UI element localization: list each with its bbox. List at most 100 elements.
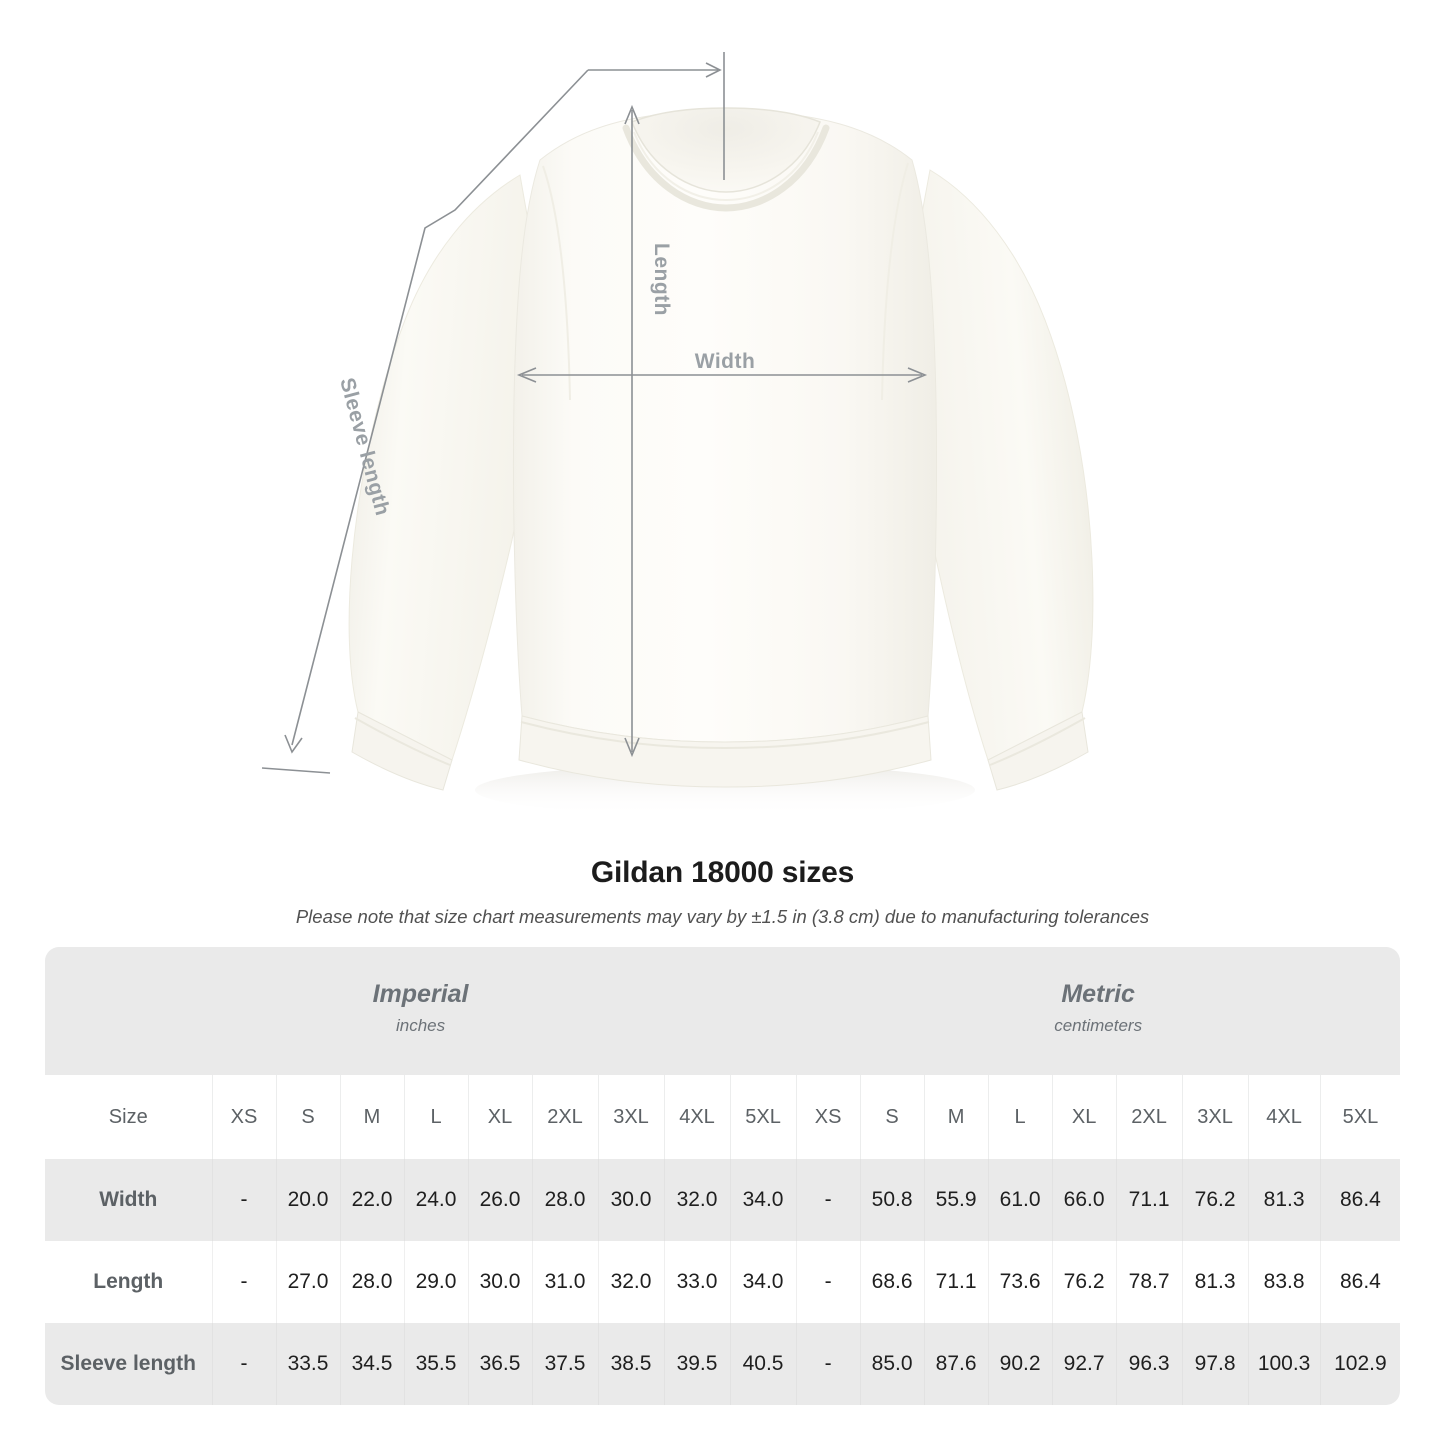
size-header-imperial-s: S bbox=[275, 1075, 340, 1159]
cell-length-imperial-3xl: 32.0 bbox=[597, 1241, 664, 1323]
unit-name-imperial: Imperial bbox=[372, 980, 469, 1009]
size-header-metric-5xl: 5XL bbox=[1319, 1075, 1401, 1159]
size-header-imperial-xs: XS bbox=[211, 1075, 276, 1159]
cell-length-imperial-l: 29.0 bbox=[403, 1241, 468, 1323]
cell-sleeve-metric-m: 87.6 bbox=[923, 1323, 989, 1405]
left-cuff-seam bbox=[354, 717, 451, 766]
title-block: Gildan 18000 sizes Please note that size… bbox=[0, 840, 1445, 928]
cell-width-imperial-l: 24.0 bbox=[403, 1159, 468, 1241]
size-chart-table-wrap: Imperial inches Metric centimeters Size … bbox=[45, 947, 1401, 1405]
size-header-imperial-3xl: 3XL bbox=[597, 1075, 664, 1159]
size-header-imperial-4xl: 4XL bbox=[663, 1075, 730, 1159]
length-arrowhead-bottom bbox=[624, 737, 640, 758]
size-header-metric-xs: XS bbox=[795, 1075, 861, 1159]
cell-sleeve-imperial-s: 33.5 bbox=[275, 1323, 340, 1405]
page-title: Gildan 18000 sizes bbox=[590, 856, 855, 889]
cell-length-imperial-s: 27.0 bbox=[275, 1241, 340, 1323]
table-row-sleeve-length: Sleeve length - 33.5 34.5 35.5 36.5 37.5… bbox=[45, 1323, 1401, 1405]
cell-width-imperial-s: 20.0 bbox=[275, 1159, 340, 1241]
cell-width-imperial-3xl: 30.0 bbox=[597, 1159, 664, 1241]
cell-length-imperial-xs: - bbox=[211, 1241, 276, 1323]
length-arrowhead-top bbox=[624, 104, 640, 125]
unit-sub-imperial: inches bbox=[395, 1016, 446, 1036]
length-label: Length bbox=[650, 243, 673, 316]
cell-sleeve-metric-4xl: 100.3 bbox=[1247, 1323, 1321, 1405]
width-label: Width bbox=[695, 350, 756, 373]
right-shoulder-seam bbox=[881, 162, 909, 401]
cell-width-metric-3xl: 76.2 bbox=[1181, 1159, 1249, 1241]
cell-width-metric-5xl: 86.4 bbox=[1319, 1159, 1401, 1241]
cell-width-imperial-m: 22.0 bbox=[339, 1159, 404, 1241]
cell-width-metric-4xl: 81.3 bbox=[1247, 1159, 1321, 1241]
sweatshirt-illustration: Length Width Sleeve length bbox=[261, 52, 1094, 816]
cell-length-metric-5xl: 86.4 bbox=[1319, 1241, 1401, 1323]
cell-sleeve-imperial-xs: - bbox=[211, 1323, 276, 1405]
cell-length-metric-2xl: 78.7 bbox=[1115, 1241, 1183, 1323]
size-header-metric-l: L bbox=[987, 1075, 1053, 1159]
sleeve-guide-line bbox=[291, 69, 589, 746]
cell-sleeve-imperial-xl: 36.5 bbox=[467, 1323, 532, 1405]
left-shoulder-seam bbox=[542, 165, 571, 401]
cell-length-metric-l: 73.6 bbox=[987, 1241, 1053, 1323]
size-header-metric-m: M bbox=[923, 1075, 989, 1159]
measurement-guides bbox=[261, 52, 928, 774]
cell-length-imperial-2xl: 31.0 bbox=[531, 1241, 598, 1323]
cell-length-metric-xs: - bbox=[795, 1241, 861, 1323]
cell-sleeve-imperial-5xl: 40.5 bbox=[729, 1323, 797, 1405]
tolerance-note: Please note that size chart measurements… bbox=[295, 906, 1150, 927]
unit-cell-imperial: Imperial inches bbox=[45, 947, 797, 1075]
row-label-length: Length bbox=[45, 1241, 212, 1323]
garment-diagram: Length Width Sleeve length bbox=[261, 52, 1094, 816]
size-header-imperial-l: L bbox=[403, 1075, 468, 1159]
size-header-metric-4xl: 4XL bbox=[1247, 1075, 1321, 1159]
cell-width-imperial-2xl: 28.0 bbox=[531, 1159, 598, 1241]
size-header-imperial-xl: XL bbox=[467, 1075, 532, 1159]
cell-width-metric-xl: 66.0 bbox=[1051, 1159, 1117, 1241]
cell-sleeve-imperial-3xl: 38.5 bbox=[597, 1323, 664, 1405]
unit-cell-metric: Metric centimeters bbox=[796, 947, 1401, 1075]
size-header-imperial-5xl: 5XL bbox=[729, 1075, 797, 1159]
cell-sleeve-metric-l: 90.2 bbox=[987, 1323, 1053, 1405]
unit-name-metric: Metric bbox=[1061, 980, 1135, 1009]
cell-sleeve-imperial-4xl: 39.5 bbox=[663, 1323, 730, 1405]
cell-sleeve-metric-xl: 92.7 bbox=[1051, 1323, 1117, 1405]
sleeve-guide-arrowhead bbox=[284, 734, 303, 754]
cell-width-imperial-4xl: 32.0 bbox=[663, 1159, 730, 1241]
size-header-metric-3xl: 3XL bbox=[1181, 1075, 1249, 1159]
collar-rib bbox=[622, 124, 830, 212]
left-cuff bbox=[351, 711, 453, 791]
row-label-width: Width bbox=[45, 1159, 212, 1241]
cell-length-metric-4xl: 83.8 bbox=[1247, 1241, 1321, 1323]
cell-width-imperial-xl: 26.0 bbox=[467, 1159, 532, 1241]
cell-sleeve-metric-3xl: 97.8 bbox=[1181, 1323, 1249, 1405]
cell-sleeve-metric-2xl: 96.3 bbox=[1115, 1323, 1183, 1405]
cell-sleeve-metric-s: 85.0 bbox=[859, 1323, 925, 1405]
hem-seam bbox=[520, 721, 930, 750]
size-header-imperial-m: M bbox=[339, 1075, 404, 1159]
cell-sleeve-imperial-l: 35.5 bbox=[403, 1323, 468, 1405]
cell-sleeve-metric-xs: - bbox=[795, 1323, 861, 1405]
cell-length-imperial-m: 28.0 bbox=[339, 1241, 404, 1323]
bottom-hem bbox=[518, 715, 932, 788]
cell-width-metric-l: 61.0 bbox=[987, 1159, 1053, 1241]
cell-length-metric-s: 68.6 bbox=[859, 1241, 925, 1323]
size-header-metric-2xl: 2XL bbox=[1115, 1075, 1183, 1159]
row-label-sleeve-length: Sleeve length bbox=[45, 1323, 212, 1405]
cell-length-imperial-4xl: 33.0 bbox=[663, 1241, 730, 1323]
unit-sub-metric: centimeters bbox=[1054, 1016, 1143, 1036]
cell-width-metric-s: 50.8 bbox=[859, 1159, 925, 1241]
right-cuff bbox=[987, 711, 1089, 791]
neck-opening bbox=[631, 107, 821, 193]
cell-width-imperial-5xl: 34.0 bbox=[729, 1159, 797, 1241]
cell-length-metric-xl: 76.2 bbox=[1051, 1241, 1117, 1323]
size-header-imperial-2xl: 2XL bbox=[531, 1075, 598, 1159]
cell-sleeve-imperial-2xl: 37.5 bbox=[531, 1323, 598, 1405]
size-header-metric-s: S bbox=[859, 1075, 925, 1159]
cell-width-imperial-xs: - bbox=[211, 1159, 276, 1241]
right-cuff-seam bbox=[989, 717, 1086, 766]
width-arrowhead-left bbox=[516, 367, 537, 383]
cell-length-imperial-5xl: 34.0 bbox=[729, 1241, 797, 1323]
sleeve-guide-endtick bbox=[261, 767, 331, 774]
top-guide-arrowhead bbox=[705, 62, 722, 78]
unit-band-row: Imperial inches Metric centimeters bbox=[45, 947, 1401, 1075]
